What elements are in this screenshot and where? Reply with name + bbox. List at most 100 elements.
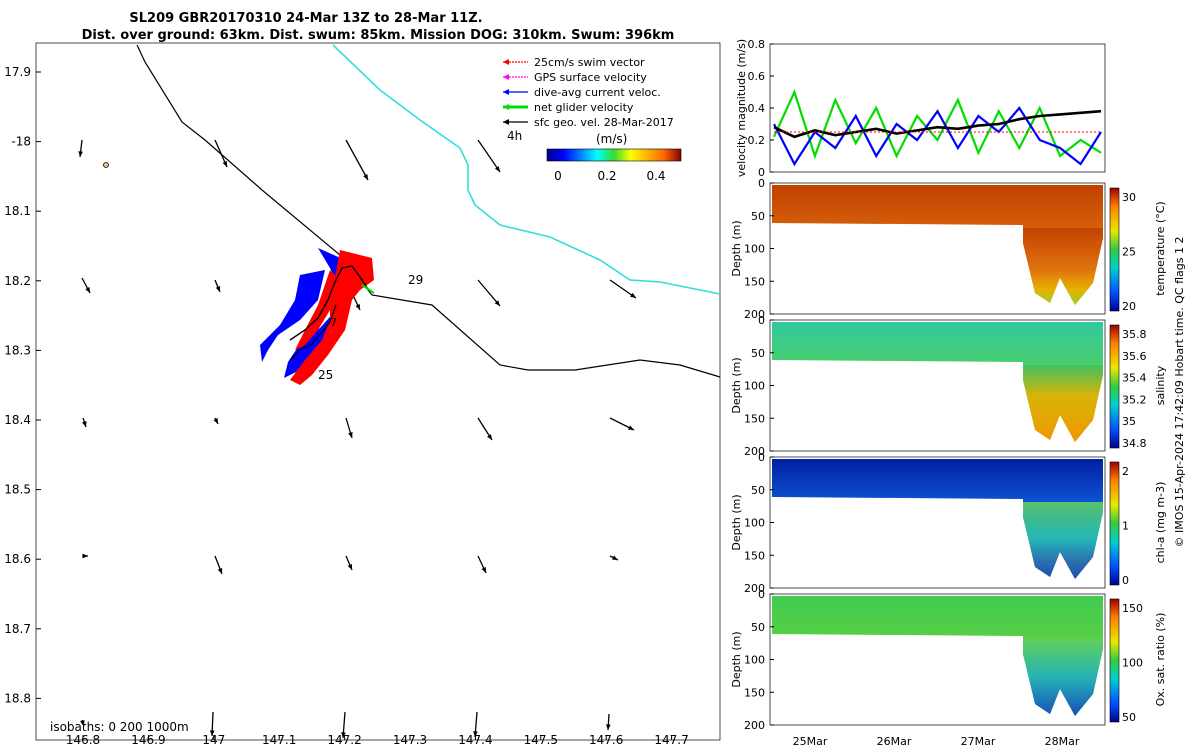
colorbar-tick-label: 30 bbox=[1122, 191, 1136, 204]
depth-tick-label: 200 bbox=[744, 445, 765, 458]
map-y-tick-label: 18.6 bbox=[4, 552, 31, 566]
velocity-ylabel: velocity magnitude (m/s) bbox=[735, 39, 748, 177]
colorbar-tick-label: 25 bbox=[1122, 246, 1136, 259]
section-field bbox=[772, 185, 1103, 305]
depth-tick-label: 0 bbox=[758, 314, 765, 327]
geo-arrow-head bbox=[80, 720, 85, 726]
colorbar-tick-label: 1 bbox=[1122, 520, 1129, 533]
section-panel-3: 0 50 100 150 200 Depth (m) 2 1 0 chl-a (mg m-3) bbox=[730, 451, 1167, 595]
map-x-tick-label: 147.1 bbox=[262, 733, 296, 747]
map-x-tick-label: 147 bbox=[202, 733, 225, 747]
legend-arrow bbox=[503, 59, 509, 65]
map-y-tick-label: 18.1 bbox=[4, 204, 31, 218]
geo-arrow-head bbox=[78, 151, 83, 157]
colorbar-tick-label: 0 bbox=[1122, 574, 1129, 587]
map-y-tick-label: 18.4 bbox=[4, 413, 31, 427]
geo-arrow-head bbox=[341, 732, 346, 738]
section-field bbox=[772, 322, 1103, 442]
map-x-ticks: 146.8 146.9 147 147.1 147.2 147.3 147.4 147.5 14… bbox=[66, 733, 689, 747]
geo-arrow-shaft bbox=[477, 139, 501, 173]
depth-ylabel: Depth (m) bbox=[730, 220, 743, 276]
depth-tick-label: 50 bbox=[751, 484, 765, 497]
geo-arrow-head bbox=[82, 421, 87, 427]
geo-arrow-head bbox=[348, 432, 353, 438]
velocity-series bbox=[772, 88, 1102, 167]
geo-arrow-head bbox=[606, 724, 611, 730]
map-y-tick-label: 17.9 bbox=[4, 65, 31, 79]
colorbar-tick-label: 20 bbox=[1122, 300, 1136, 313]
map-x-tick-label: 146.8 bbox=[66, 733, 100, 747]
colorbar-tick-label: 2 bbox=[1122, 465, 1129, 478]
depth-tick-label: 0 bbox=[758, 177, 765, 190]
velocity-y-tick-label: 0.8 bbox=[748, 38, 766, 51]
velocity-y-tick-label: 0.6 bbox=[748, 70, 766, 83]
glider-path-2 bbox=[289, 304, 337, 361]
legend-arrow bbox=[503, 74, 509, 80]
geo-arrow-head bbox=[494, 300, 500, 306]
geo-arrow-shaft bbox=[477, 279, 501, 307]
geo-arrow-head bbox=[209, 730, 215, 736]
colorbar-tick-label: 34.8 bbox=[1122, 437, 1147, 450]
legend-label: net glider velocity bbox=[534, 101, 634, 114]
map-y-tick-label: 18.2 bbox=[4, 274, 31, 288]
title-line-2: Dist. over ground: 63km. Dist. swum: 85k… bbox=[82, 28, 675, 43]
geo-arrow-head bbox=[494, 166, 500, 172]
section-deep-field bbox=[1023, 502, 1103, 579]
velocity-series-line bbox=[773, 109, 1102, 139]
legend-label: 25cm/s swim vector bbox=[534, 56, 645, 69]
colorbar-tick-label: 0 bbox=[554, 169, 562, 183]
section-deep-field bbox=[1023, 228, 1103, 305]
section-field bbox=[772, 596, 1103, 716]
day-label-7: 7 bbox=[330, 316, 337, 329]
depth-tick-label: 50 bbox=[751, 621, 765, 634]
section-clabel: temperature (°C) bbox=[1154, 201, 1167, 295]
blue-current-vectors-2 bbox=[260, 270, 325, 362]
section-colorbar bbox=[1109, 461, 1120, 586]
date-tick-label: 28Mar bbox=[1045, 735, 1080, 748]
map-x-tick-label: 147.3 bbox=[393, 733, 427, 747]
date-tick-label: 26Mar bbox=[877, 735, 912, 748]
legend-4h: 4h bbox=[507, 129, 522, 143]
legend: 25cm/s swim vector GPS surface velocity di… bbox=[503, 56, 674, 129]
section-deep-field bbox=[1023, 639, 1103, 716]
legend-label: GPS surface velocity bbox=[534, 71, 647, 84]
section-colorbar bbox=[1109, 324, 1120, 449]
map-x-tick-label: 147.5 bbox=[524, 733, 558, 747]
legend-label: sfc geo. vel. 28-Mar-2017 bbox=[534, 116, 674, 129]
geo-arrow-head bbox=[487, 434, 492, 440]
colorbar-tick-label: 0.4 bbox=[646, 169, 665, 183]
depth-tick-label: 50 bbox=[751, 347, 765, 360]
geo-arrow-head bbox=[82, 553, 88, 559]
velocity-series-line bbox=[773, 106, 1102, 167]
depth-tick-label: 100 bbox=[744, 654, 765, 667]
depth-tick-label: 150 bbox=[744, 549, 765, 562]
geo-arrow-head bbox=[481, 567, 486, 573]
geo-arrow-head bbox=[355, 304, 360, 310]
cyan-isobath-line bbox=[332, 44, 721, 295]
isobaths-label: isobaths: 0 200 1000m bbox=[50, 720, 189, 734]
map-x-tick-label: 147.4 bbox=[458, 733, 492, 747]
map-frame bbox=[35, 42, 721, 741]
depth-ylabel: Depth (m) bbox=[730, 494, 743, 550]
depth-ylabel: Depth (m) bbox=[730, 357, 743, 413]
colorbar bbox=[546, 148, 682, 162]
section-deep-field bbox=[1023, 365, 1103, 442]
red-swim-vectors-2 bbox=[295, 270, 340, 350]
section-colorbar bbox=[1109, 598, 1120, 723]
glider-path bbox=[289, 265, 371, 341]
depth-tick-label: 50 bbox=[751, 210, 765, 223]
legend-label: dive-avg current veloc. bbox=[534, 86, 661, 99]
depth-tick-label: 150 bbox=[744, 686, 765, 699]
section-colorbar bbox=[1109, 187, 1120, 312]
depth-tick-label: 0 bbox=[758, 451, 765, 464]
colorbar-tick-label: 35.8 bbox=[1122, 328, 1147, 341]
velocity-y-tick-label: 0 bbox=[758, 166, 765, 179]
date-tick-label: 25Mar bbox=[793, 735, 828, 748]
colorbar-tick-label: 35.6 bbox=[1122, 350, 1147, 363]
map-y-ticks: 17.9 -18 18.1 18.2 18.3 18.4 18.5 18.6 18.7 18.8 bbox=[4, 65, 41, 705]
depth-ylabel: Depth (m) bbox=[730, 631, 743, 687]
geo-arrow-head bbox=[363, 174, 368, 180]
depth-tick-label: 0 bbox=[758, 588, 765, 601]
section-panel-1: 0 50 100 150 200 Depth (m) 30 25 20 temperature (… bbox=[730, 177, 1167, 321]
